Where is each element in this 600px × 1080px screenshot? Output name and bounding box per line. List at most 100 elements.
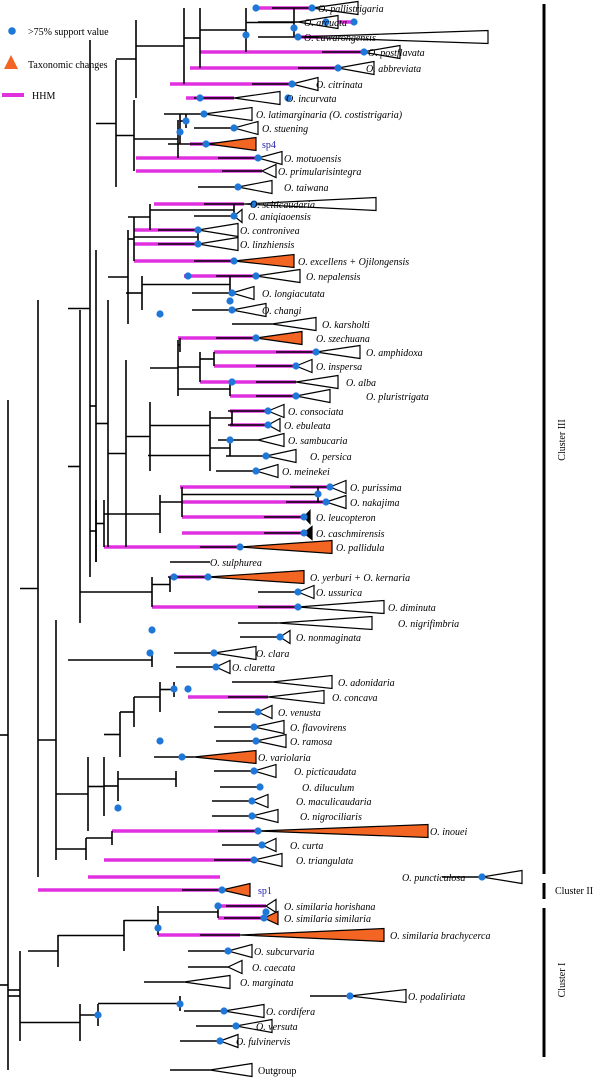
taxon-label: O. karsholti: [322, 320, 370, 331]
taxon-label: Outgroup: [258, 1066, 296, 1077]
support-dot: [292, 362, 300, 370]
taxon-label: O. taiwana: [284, 183, 328, 194]
collapsed-clade: [278, 629, 291, 645]
support-dot: [230, 257, 238, 265]
collapsed-clade: [260, 163, 277, 179]
taxon-label: O. abbreviata: [366, 64, 421, 75]
taxon-label: O. citrinata: [316, 80, 363, 91]
legend: >75% support value Taxonomic changes HHM: [2, 27, 109, 102]
collapsed-clade: [256, 704, 273, 720]
collapsed-clade: [233, 90, 281, 106]
collapsed-clade: [277, 615, 373, 631]
taxon-label: O. picticaudata: [294, 767, 356, 778]
support-dot: [220, 1007, 228, 1015]
support-dot: [224, 947, 232, 955]
collapsed-clade: [237, 179, 273, 195]
support-dot: [252, 737, 260, 745]
taxon-label: O. persica: [310, 452, 352, 463]
support-dot: [294, 603, 302, 611]
taxon-labels: O. pallistrigaria O. arcuata O. cawarongen…: [210, 4, 490, 1077]
support-dot: [94, 1011, 102, 1019]
support-dot: [210, 649, 218, 657]
taxon-label: O. consociata: [288, 407, 344, 418]
support-dot: [176, 128, 184, 136]
collapsed-clade: [229, 285, 255, 301]
taxon-label: O. ussurica: [316, 588, 362, 599]
support-dot: [250, 767, 258, 775]
taxon-label: O. similaria brachycerca: [390, 931, 490, 942]
support-dot: [146, 649, 154, 657]
collapsed-clade: [214, 659, 231, 675]
collapsed-clade: [197, 222, 239, 238]
taxon-label: O. puncticulosa: [402, 873, 465, 884]
support-dot: [334, 64, 342, 72]
support-dot: [360, 48, 368, 56]
collapsed-clade: [218, 1033, 239, 1049]
support-dot: [184, 272, 192, 280]
support-dot: [260, 914, 268, 922]
taxon-label: O. purissima: [350, 483, 402, 494]
support-dot: [264, 407, 272, 415]
collapsed-clade: [297, 599, 385, 615]
taxonomic-change-clade: [233, 253, 295, 269]
taxon-label: O. similaria horishana: [284, 902, 375, 913]
support-dot: [114, 804, 122, 812]
collapsed-clade: [226, 959, 243, 975]
collapsed-clade: [295, 388, 331, 404]
taxon-label: O. flavovirens: [290, 723, 346, 734]
support-dot: [182, 117, 190, 125]
taxonomic-change-clade: [207, 569, 305, 585]
support-dot: [156, 737, 164, 745]
taxon-label: sp4: [262, 140, 276, 151]
taxon-label: O. caecata: [252, 963, 295, 974]
support-dot: [284, 94, 292, 102]
support-dot: [170, 573, 178, 581]
taxonomic-change-clade: [262, 910, 279, 926]
support-dot: [252, 467, 260, 475]
collapsed-clade: [231, 120, 259, 136]
support-dot: [236, 543, 244, 551]
support-dot: [202, 140, 210, 148]
support-dot: [176, 1000, 184, 1008]
taxon-label: O. inouei: [430, 827, 467, 838]
support-dot: [254, 708, 262, 716]
taxon-label: O. sulphurea: [210, 558, 262, 569]
taxonomic-change-clade: [257, 823, 429, 839]
taxon-label: O. nepalensis: [306, 272, 361, 283]
taxon-label: O. alba: [346, 378, 376, 389]
collapsed-clade: [235, 1018, 273, 1034]
support-dot: [254, 827, 262, 835]
support-dot: [200, 110, 208, 118]
support-dot: [194, 240, 202, 248]
collapsed-clade: [311, 0, 359, 16]
support-dot: [204, 573, 212, 581]
support-dot: [300, 529, 308, 537]
taxon-label: O. diluculum: [302, 783, 354, 794]
support-dot: [250, 856, 258, 864]
collapsed-clade: [253, 463, 279, 479]
taxon-label: O. szechuana: [316, 334, 370, 345]
taxon-label: O. curta: [290, 841, 323, 852]
taxonomic-change-clade: [239, 927, 385, 943]
collapsed-clade: [250, 793, 269, 809]
support-dot: [290, 24, 298, 32]
collapsed-clade: [266, 403, 285, 419]
taxon-label: O. nonmaginata: [296, 633, 361, 644]
taxon-label: O. excellens + Ojilongensis: [298, 257, 409, 268]
taxon-label: O. nigrociliaris: [300, 812, 362, 823]
support-dot: [212, 663, 220, 671]
collapsed-clade: [481, 869, 523, 885]
support-dot: [350, 18, 358, 26]
taxon-label: O. clara: [256, 649, 289, 660]
taxon-label: O. similaria similaria: [284, 914, 371, 925]
taxon-label: O. pluristrigata: [366, 392, 429, 403]
taxon-label: O. changi: [262, 306, 302, 317]
taxon-label: O. nigrifimbria: [398, 619, 459, 630]
taxon-label: O. ramosa: [290, 737, 332, 748]
collapsed-clade: [361, 44, 401, 60]
taxon-label: O. linzhiensis: [240, 240, 295, 251]
taxon-label: O. claretta: [232, 663, 275, 674]
support-dot: [258, 841, 266, 849]
support-dot: [148, 626, 156, 634]
collapsed-clade: [213, 645, 257, 661]
